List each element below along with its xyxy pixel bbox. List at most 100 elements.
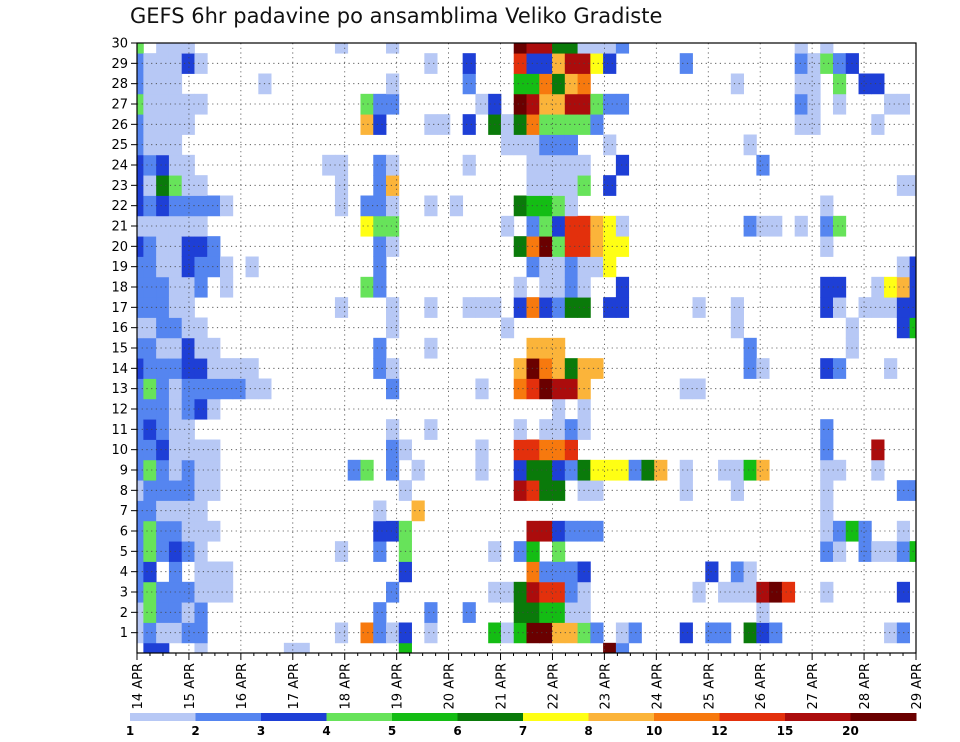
heatmap-cell [526, 175, 540, 196]
heatmap-cell [513, 276, 527, 298]
heatmap-cell [513, 53, 527, 74]
heatmap-cell [386, 622, 400, 644]
heatmap-cell [832, 93, 847, 115]
heatmap-cell [615, 43, 630, 54]
heatmap-cell [539, 459, 553, 481]
heatmap-cell [794, 93, 808, 115]
heatmap-cell [743, 358, 757, 379]
heatmap-cell [424, 195, 438, 217]
heatmap-cell [692, 581, 706, 603]
heatmap-cell [769, 215, 783, 237]
heatmap-cell [590, 622, 604, 644]
heatmap-cell [564, 520, 578, 542]
heatmap-cell [539, 256, 553, 278]
heatmap-cell [156, 520, 170, 542]
heatmap-cell [373, 500, 387, 522]
heatmap-cell [820, 358, 834, 379]
legend-swatch [654, 713, 720, 721]
heatmap-cell [181, 276, 195, 298]
heatmap-cell [373, 337, 387, 359]
heatmap-cell [679, 622, 693, 644]
legend-swatch [719, 713, 786, 721]
heatmap-cell [137, 520, 144, 542]
heatmap-cell [769, 622, 783, 644]
heatmap-cell [156, 642, 170, 654]
heatmap-cell [526, 480, 540, 501]
heatmap-cell [590, 480, 604, 501]
y-tick-label: 24 [111, 159, 128, 174]
heatmap-cell [564, 561, 578, 583]
legend-label: 4 [322, 724, 330, 738]
heatmap-cell [526, 541, 540, 562]
heatmap-cell [513, 541, 527, 562]
heatmap-cell [411, 500, 425, 522]
heatmap-cell [334, 541, 349, 562]
x-tick-label: 16 APR [235, 663, 250, 709]
y-tick-label: 26 [111, 118, 128, 133]
heatmap-cell [137, 561, 144, 583]
x-tick-label: 17 APR [287, 663, 302, 709]
heatmap-cell [615, 297, 630, 318]
heatmap-cell [871, 73, 885, 95]
y-tick-label: 1 [120, 626, 128, 641]
heatmap-cell [513, 439, 527, 461]
heatmap-cell [513, 480, 527, 501]
y-tick-label: 23 [111, 179, 128, 194]
heatmap-cell [743, 622, 757, 644]
heatmap-cell [564, 73, 578, 95]
heatmap-cell [730, 317, 744, 339]
heatmap-cell [513, 419, 527, 440]
heatmap-cell [820, 236, 834, 257]
heatmap-cell [615, 154, 630, 176]
legend-label: 12 [711, 724, 728, 738]
heatmap-cell [794, 114, 808, 135]
legend-swatch [326, 713, 393, 721]
heatmap-cell [603, 642, 617, 654]
heatmap-cell [137, 337, 144, 359]
heatmap-cell [137, 276, 144, 298]
heatmap-cell [137, 622, 144, 644]
heatmap-cell [156, 73, 170, 95]
y-tick-label: 5 [120, 545, 128, 560]
heatmap-cell [730, 480, 744, 501]
heatmap-cell [526, 337, 540, 359]
heatmap-cell [564, 378, 578, 400]
heatmap-cell [181, 256, 195, 278]
heatmap-cell [513, 134, 527, 156]
x-tick-label: 18 APR [339, 663, 354, 709]
heatmap-cell [207, 378, 221, 400]
heatmap-cell [386, 43, 400, 54]
heatmap-cell [360, 276, 374, 298]
x-tick-label: 27 APR [806, 663, 821, 709]
heatmap-cell [539, 520, 553, 542]
heatmap-cell [526, 622, 540, 644]
heatmap-cell [603, 215, 617, 237]
heatmap-cell [679, 459, 693, 481]
heatmap-cell [564, 93, 578, 115]
heatmap-cell [181, 358, 195, 379]
heatmap-cell [245, 358, 259, 379]
heatmap-cell [552, 337, 566, 359]
heatmap-cell [564, 215, 578, 237]
y-tick-label: 3 [120, 586, 128, 601]
y-tick-label: 29 [111, 57, 128, 72]
heatmap-cell [539, 419, 553, 440]
y-tick-label: 15 [111, 342, 128, 357]
heatmap-cell [373, 236, 387, 257]
heatmap-cell [884, 93, 898, 115]
heatmap-cell [615, 276, 630, 298]
heatmap-cell [194, 93, 208, 115]
heatmap-cell [564, 439, 578, 461]
heatmap-cell [143, 581, 157, 603]
heatmap-cell [168, 43, 183, 54]
heatmap-cell [156, 215, 170, 237]
heatmap-cell [181, 622, 195, 644]
heatmap-cell [194, 480, 208, 501]
heatmap-cell [641, 459, 655, 481]
y-tick-label: 9 [120, 464, 128, 479]
heatmap-cell [539, 215, 553, 237]
heatmap-cell [194, 276, 208, 298]
heatmap-cell [424, 622, 438, 644]
heatmap-cell [207, 561, 221, 583]
